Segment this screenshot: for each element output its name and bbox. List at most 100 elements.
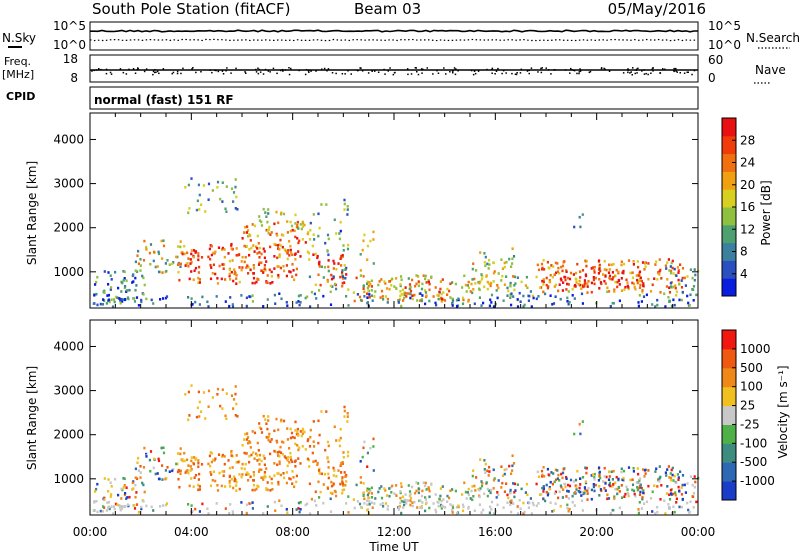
y-tick-label: 1000 xyxy=(53,265,84,279)
velocity-echo xyxy=(651,510,654,513)
power-echo xyxy=(577,283,580,286)
velocity-echo xyxy=(355,483,358,487)
power-echo xyxy=(544,292,547,296)
power-echo xyxy=(625,278,628,282)
velocity-echo xyxy=(160,446,163,450)
power-echo xyxy=(262,247,265,251)
power-echo xyxy=(496,296,499,300)
velocity-echo xyxy=(111,512,115,515)
nave-dot xyxy=(588,71,591,74)
nave-dot xyxy=(264,68,267,71)
velocity-echo xyxy=(513,495,516,499)
power-echo xyxy=(229,296,232,299)
power-echo xyxy=(631,281,634,285)
velocity-echo xyxy=(297,434,300,437)
velocity-echo xyxy=(92,509,95,512)
nave-dot xyxy=(686,71,688,73)
power-echo xyxy=(162,239,165,242)
power-echo xyxy=(362,284,365,287)
velocity-echo xyxy=(643,469,647,472)
velocity-echo xyxy=(317,469,321,472)
power-echo xyxy=(312,213,315,216)
velocity-echo xyxy=(586,498,589,501)
power-echo xyxy=(563,275,566,279)
power-echo xyxy=(232,191,236,194)
colorbar-tick-label: 16 xyxy=(740,200,755,214)
velocity-echo xyxy=(243,467,246,471)
velocity-echo xyxy=(679,470,682,473)
velocity-echo xyxy=(300,434,303,438)
power-echo xyxy=(643,268,646,271)
velocity-echo xyxy=(620,470,623,474)
power-echo xyxy=(486,287,489,291)
power-echo xyxy=(327,253,330,257)
power-echo xyxy=(489,284,492,288)
velocity-echo xyxy=(380,496,384,500)
power-echo xyxy=(235,254,238,257)
velocity-echo xyxy=(332,474,335,477)
velocity-echo xyxy=(308,482,311,486)
power-echo xyxy=(642,295,646,298)
power-echo xyxy=(675,294,678,297)
power-echo xyxy=(247,265,250,269)
power-echo xyxy=(244,225,247,229)
power-echo xyxy=(281,245,284,249)
velocity-echo xyxy=(345,480,348,483)
velocity-echo xyxy=(380,485,383,488)
velocity-echo xyxy=(313,499,316,503)
velocity-echo xyxy=(118,504,121,507)
velocity-echo xyxy=(297,448,300,452)
velocity-echo xyxy=(567,483,570,487)
power-echo xyxy=(409,285,412,289)
velocity-echo xyxy=(95,499,98,503)
velocity-echo xyxy=(197,390,200,394)
velocity-echo xyxy=(110,493,113,496)
power-echo xyxy=(586,285,589,288)
velocity-echo xyxy=(627,493,630,496)
velocity-echo xyxy=(343,405,346,409)
velocity-echo xyxy=(255,452,258,456)
power-echo xyxy=(386,301,389,304)
velocity-echo xyxy=(388,494,391,498)
power-echo xyxy=(451,299,455,302)
velocity-echo xyxy=(660,484,663,487)
nave-dot xyxy=(530,67,533,69)
velocity-echo xyxy=(103,498,106,501)
nave-dot xyxy=(182,67,184,70)
velocity-echo xyxy=(593,478,596,481)
nave-dot xyxy=(497,67,499,70)
velocity-echo xyxy=(156,472,159,475)
power-echo xyxy=(509,284,512,288)
power-ylabel: Slant Range [km] xyxy=(25,161,39,265)
power-echo xyxy=(483,261,486,264)
velocity-echo xyxy=(179,472,182,475)
power-echo xyxy=(520,280,523,284)
velocity-echo xyxy=(366,465,369,468)
power-echo xyxy=(197,183,200,187)
power-echo xyxy=(579,276,582,279)
power-echo xyxy=(567,276,570,280)
velocity-echo xyxy=(216,489,220,492)
velocity-echo xyxy=(654,512,657,515)
velocity-echo xyxy=(283,455,286,458)
velocity-echo xyxy=(408,494,411,498)
power-echo xyxy=(668,269,671,272)
nave-dot xyxy=(589,70,592,73)
velocity-echo xyxy=(407,499,410,502)
velocity-echo xyxy=(260,427,263,431)
power-echo xyxy=(247,272,250,275)
power-echo xyxy=(467,286,470,290)
power-echo xyxy=(654,263,657,266)
power-echo xyxy=(181,251,184,254)
power-echo xyxy=(506,286,509,290)
velocity-echo xyxy=(471,498,474,502)
velocity-echo xyxy=(659,498,662,501)
nave-dot xyxy=(643,69,645,71)
power-echo xyxy=(278,255,281,259)
velocity-echo xyxy=(133,507,137,510)
velocity-echo xyxy=(424,496,427,499)
power-echo xyxy=(345,266,348,270)
velocity-echo xyxy=(244,432,247,436)
velocity-echo xyxy=(207,389,211,393)
power-echo xyxy=(152,259,155,263)
